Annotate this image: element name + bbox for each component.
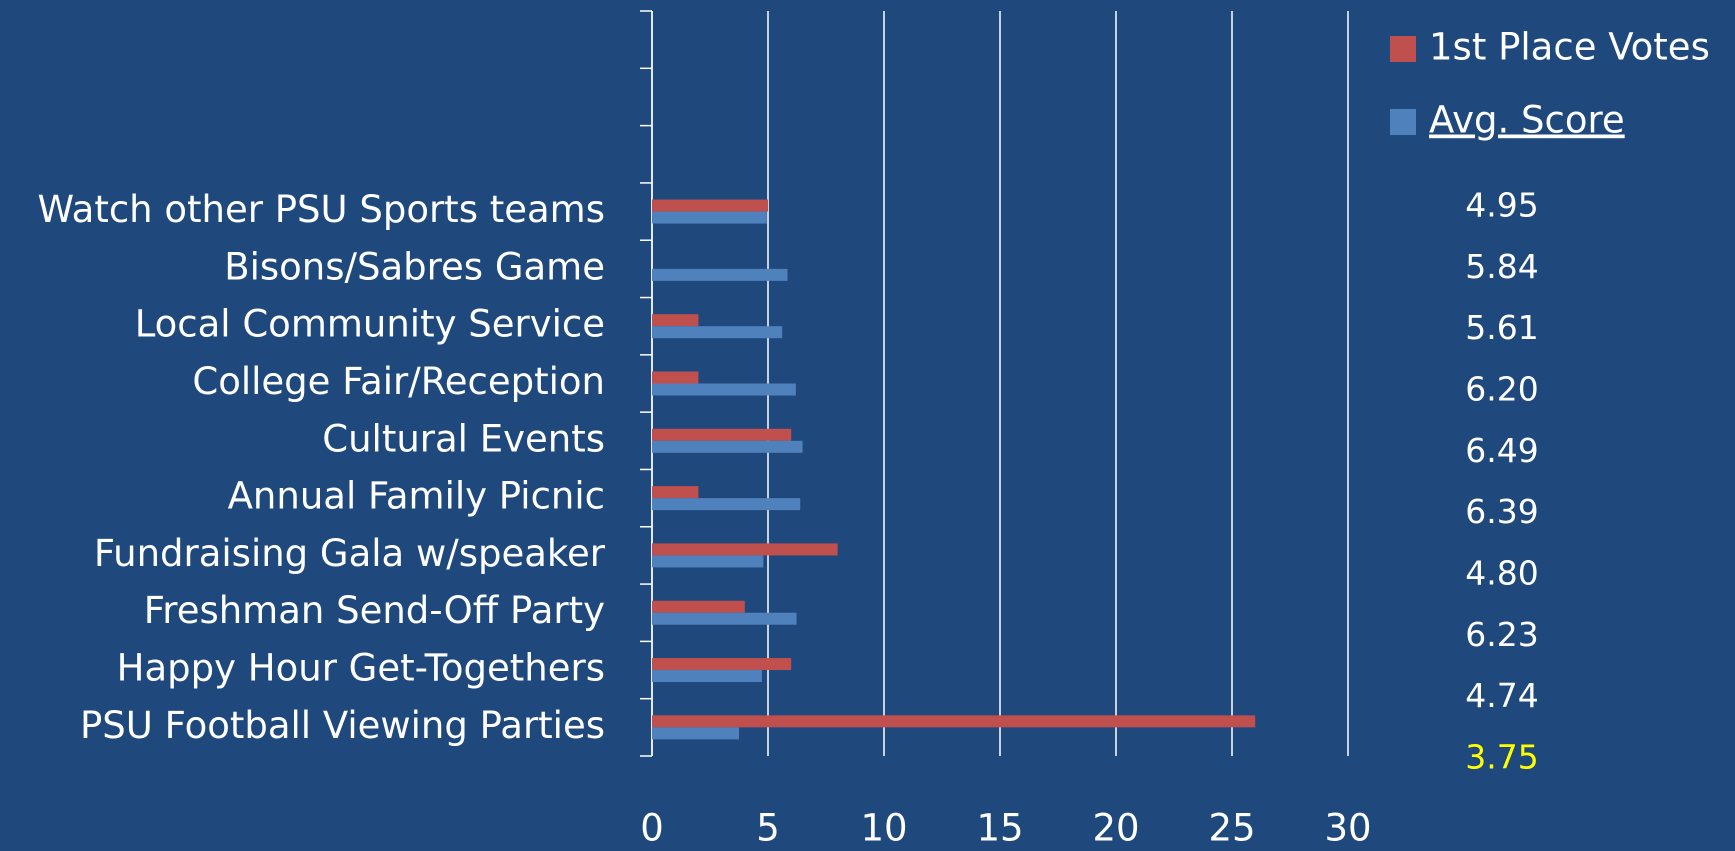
bar [652, 715, 1256, 728]
bar [652, 486, 699, 499]
category-label: Local Community Service [135, 303, 605, 346]
value-label: 5.61 [1465, 308, 1538, 347]
legend-label: Avg. Score [1429, 99, 1625, 142]
x-tick-label: 0 [640, 807, 664, 850]
bar [652, 371, 699, 384]
bar [652, 600, 745, 613]
bar [652, 658, 792, 671]
bar [652, 211, 767, 224]
category-label: College Fair/Reception [192, 360, 605, 403]
bar [652, 670, 762, 683]
bar [652, 383, 796, 396]
x-tick-label: 30 [1324, 807, 1371, 850]
category-label: PSU Football Viewing Parties [80, 704, 605, 747]
category-label: Bisons/Sabres Game [224, 245, 605, 288]
x-tick-label: 20 [1092, 807, 1139, 850]
bar [652, 498, 801, 511]
bar [652, 199, 768, 212]
value-label: 4.74 [1465, 676, 1538, 715]
category-label: Freshman Send-Off Party [144, 589, 605, 632]
legend-swatch [1390, 109, 1416, 135]
value-label: 4.80 [1465, 554, 1538, 593]
category-label: Cultural Events [322, 417, 605, 460]
x-tick-label: 5 [756, 807, 780, 850]
category-label: Happy Hour Get-Togethers [117, 647, 605, 690]
x-tick-label: 25 [1208, 807, 1255, 850]
category-label: Fundraising Gala w/speaker [94, 532, 606, 575]
legend-label: 1st Place Votes [1429, 26, 1710, 69]
bar [652, 314, 699, 327]
bar [652, 727, 739, 740]
x-tick-label: 10 [860, 807, 907, 850]
bar [652, 543, 838, 556]
bar [652, 440, 803, 453]
value-label: 3.75 [1465, 738, 1538, 777]
value-label: 6.49 [1465, 431, 1538, 470]
category-label: Annual Family Picnic [228, 475, 605, 518]
bar [652, 612, 797, 625]
value-label: 6.39 [1465, 492, 1538, 531]
value-label: 6.20 [1465, 370, 1538, 409]
bar [652, 326, 783, 339]
value-label: 4.95 [1465, 186, 1538, 225]
x-tick-label: 15 [976, 807, 1023, 850]
bar [652, 555, 764, 568]
category-label: Watch other PSU Sports teams [37, 188, 605, 231]
legend-swatch [1390, 36, 1416, 62]
value-label: 5.84 [1465, 247, 1538, 286]
bar [652, 428, 792, 441]
bar [652, 268, 788, 281]
value-label: 6.23 [1465, 615, 1538, 654]
